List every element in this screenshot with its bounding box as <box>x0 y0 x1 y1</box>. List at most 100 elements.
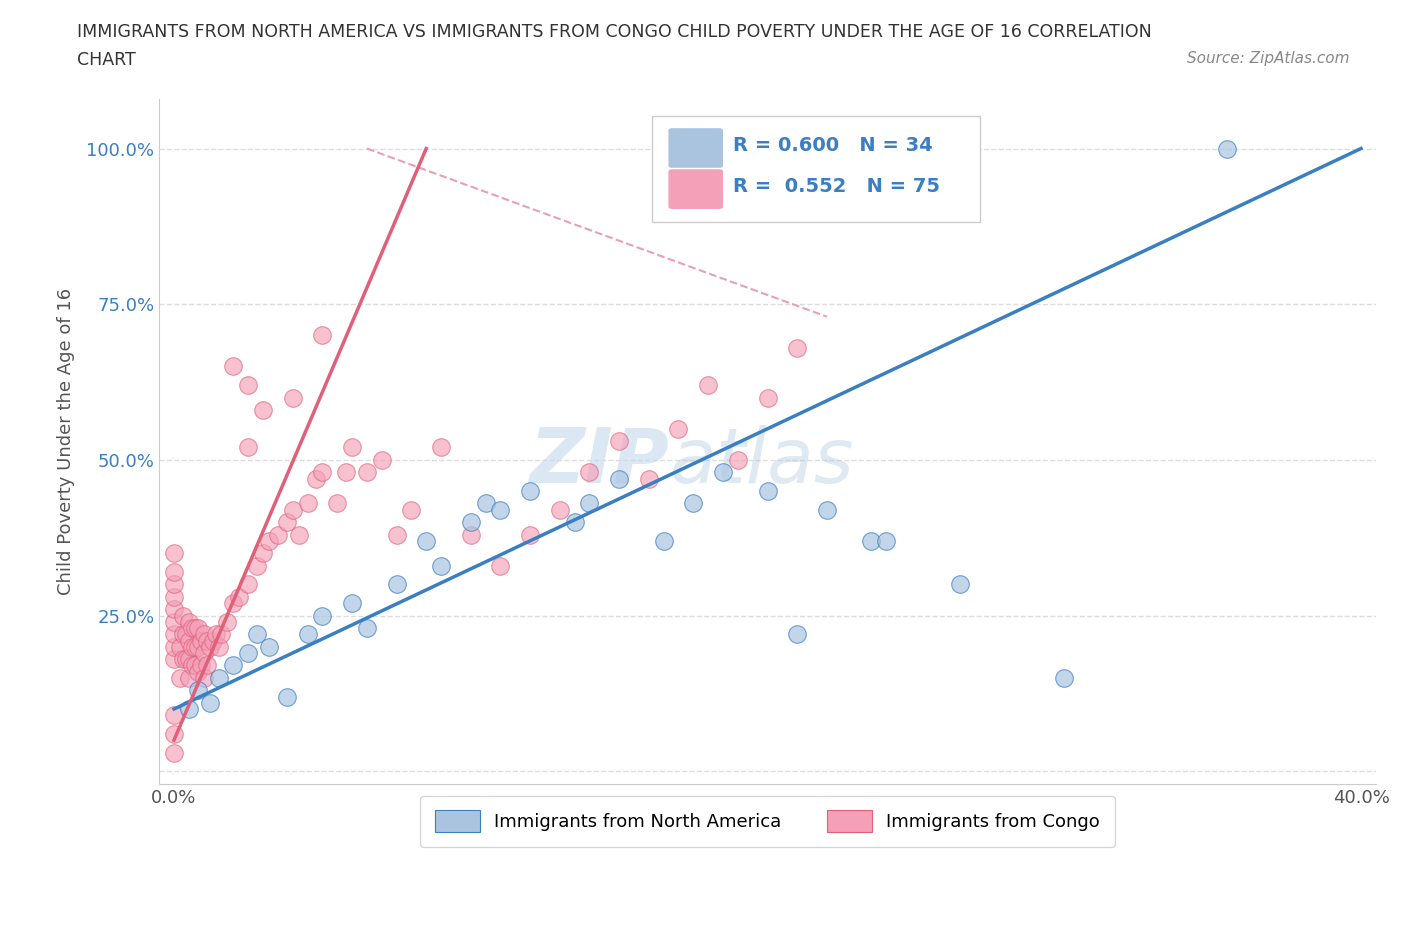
Point <box>180 620 202 635</box>
Point <box>246 558 269 573</box>
Point <box>1053 671 1076 685</box>
Point <box>276 689 298 704</box>
Point <box>238 378 260 392</box>
Point <box>682 496 704 511</box>
Point <box>756 484 779 498</box>
Point <box>187 664 209 679</box>
Point <box>430 558 453 573</box>
Point <box>163 627 186 642</box>
Point <box>519 527 541 542</box>
Point <box>257 639 280 654</box>
Point <box>238 440 260 455</box>
Point <box>207 639 229 654</box>
Text: ZIP: ZIP <box>530 425 671 498</box>
Point <box>257 534 280 549</box>
Point <box>163 615 186 630</box>
Point <box>187 620 209 635</box>
Point <box>228 590 250 604</box>
Point <box>607 472 630 486</box>
Point <box>184 620 207 635</box>
Point <box>195 658 218 672</box>
Point <box>204 627 226 642</box>
Text: R = 0.600   N = 34: R = 0.600 N = 34 <box>734 136 934 154</box>
Point <box>163 602 186 617</box>
Text: IMMIGRANTS FROM NORTH AMERICA VS IMMIGRANTS FROM CONGO CHILD POVERTY UNDER THE A: IMMIGRANTS FROM NORTH AMERICA VS IMMIGRA… <box>77 23 1152 41</box>
Point <box>311 608 333 623</box>
Point <box>190 633 212 648</box>
Point <box>311 328 333 343</box>
Point <box>177 652 200 667</box>
Point <box>177 671 200 685</box>
Point <box>727 453 749 468</box>
Point <box>246 627 269 642</box>
Point <box>356 465 378 480</box>
Y-axis label: Child Poverty Under the Age of 16: Child Poverty Under the Age of 16 <box>58 287 75 595</box>
Point <box>184 658 207 672</box>
Point <box>172 627 194 642</box>
Point <box>193 671 215 685</box>
Point <box>163 726 186 741</box>
Point <box>190 658 212 672</box>
Point <box>174 627 197 642</box>
Point <box>335 465 357 480</box>
Point <box>875 534 897 549</box>
Point <box>177 633 200 648</box>
Point <box>430 440 453 455</box>
Point <box>193 627 215 642</box>
Point <box>201 633 224 648</box>
Point <box>184 639 207 654</box>
Point <box>756 391 779 405</box>
Point <box>356 620 378 635</box>
Point <box>578 465 600 480</box>
Point <box>786 340 808 355</box>
Point <box>489 558 512 573</box>
Point <box>697 378 720 392</box>
Point <box>222 596 245 611</box>
Point <box>370 453 392 468</box>
Point <box>177 701 200 716</box>
Point <box>276 514 298 529</box>
Point <box>172 608 194 623</box>
Point <box>180 658 202 672</box>
Point <box>652 534 675 549</box>
Point <box>198 639 221 654</box>
Point <box>340 440 363 455</box>
Point <box>385 527 408 542</box>
Point <box>305 472 328 486</box>
Point <box>637 472 659 486</box>
Point <box>668 421 690 436</box>
Point <box>163 577 186 591</box>
Point <box>949 577 972 591</box>
Point <box>401 502 423 517</box>
Point <box>207 671 229 685</box>
Point <box>193 645 215 660</box>
Point <box>163 745 186 760</box>
Point <box>460 514 482 529</box>
Point <box>187 683 209 698</box>
Point <box>187 639 209 654</box>
Point <box>198 696 221 711</box>
FancyBboxPatch shape <box>652 116 980 222</box>
Point <box>163 708 186 723</box>
Point <box>489 502 512 517</box>
Text: CHART: CHART <box>77 51 136 69</box>
FancyBboxPatch shape <box>668 127 724 168</box>
Point <box>519 484 541 498</box>
Point <box>786 627 808 642</box>
Point <box>297 496 319 511</box>
Point <box>252 403 274 418</box>
Point <box>180 639 202 654</box>
Point <box>163 590 186 604</box>
Point <box>564 514 586 529</box>
Point <box>222 658 245 672</box>
Point <box>177 615 200 630</box>
Point <box>297 627 319 642</box>
Point <box>287 527 309 542</box>
Point <box>326 496 349 511</box>
Point <box>217 615 239 630</box>
Text: atlas: atlas <box>671 425 855 498</box>
Point <box>267 527 290 542</box>
Point <box>815 502 838 517</box>
Point <box>252 546 274 561</box>
Point <box>163 639 186 654</box>
